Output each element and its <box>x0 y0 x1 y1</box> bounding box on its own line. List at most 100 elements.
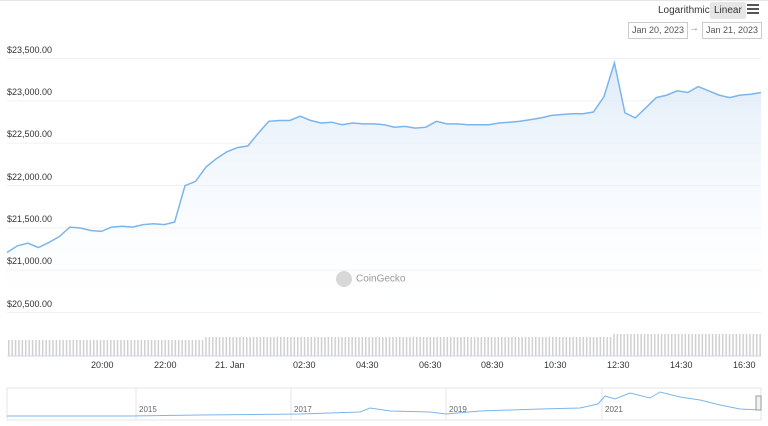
volume-bar <box>239 337 241 356</box>
volume-bar <box>72 340 75 356</box>
volume-bar <box>174 340 177 356</box>
date-from-input[interactable]: Jan 20, 2023 <box>628 22 689 39</box>
volume-bar <box>388 337 391 356</box>
volume-bar <box>133 340 136 356</box>
volume-bar <box>38 340 41 356</box>
x-tick-label: 20:00 <box>91 360 114 370</box>
volume-bar <box>110 340 112 356</box>
volume-bar <box>684 334 687 356</box>
volume-bar <box>450 337 452 356</box>
volume-bar <box>725 334 727 356</box>
price-area <box>7 62 761 325</box>
volume-bar <box>249 337 251 356</box>
volume-bar <box>691 334 693 356</box>
volume-bar <box>167 340 170 356</box>
volume-bar <box>337 337 340 356</box>
volume-bar <box>164 340 166 356</box>
menu-icon[interactable] <box>747 4 759 14</box>
volume-bar <box>290 337 292 356</box>
y-tick-label: $23,500.00 <box>7 44 53 55</box>
volume-bar <box>331 337 333 356</box>
volume-bar <box>582 337 585 356</box>
volume-bar <box>358 337 360 356</box>
volume-bar <box>674 334 676 356</box>
volume-bar <box>378 337 381 356</box>
volume-bar <box>310 337 313 356</box>
volume-bar <box>225 337 228 356</box>
volume-bar <box>161 340 163 356</box>
volume-bar <box>307 337 309 356</box>
volume-bar <box>728 334 731 356</box>
volume-bar <box>650 334 653 356</box>
top-border <box>0 0 768 1</box>
volume-bar <box>14 340 17 356</box>
volume-bar <box>657 334 659 356</box>
navigator-series <box>7 391 762 417</box>
logarithmic-scale-button[interactable]: Logarithmic <box>658 5 710 16</box>
volume-bar <box>453 337 455 356</box>
volume-bar <box>351 337 353 356</box>
volume-bar <box>742 334 744 356</box>
volume-bar <box>371 337 374 356</box>
volume-bar <box>541 337 544 356</box>
volume-bar <box>280 337 282 356</box>
volume-bar <box>55 340 58 356</box>
volume-bar <box>385 337 387 356</box>
volume-bar <box>8 340 10 356</box>
volume-bar <box>630 334 632 356</box>
volume-bar <box>154 340 156 356</box>
volume-bar <box>86 340 88 356</box>
volume-bar <box>93 340 95 356</box>
volume-bar <box>722 334 724 356</box>
volume-bar <box>82 340 85 356</box>
volume-bar <box>446 337 449 356</box>
volume-bar <box>456 337 459 356</box>
x-tick-label: 08:30 <box>481 360 504 370</box>
coingecko-watermark: CoinGecko <box>336 271 405 291</box>
navigator-handle[interactable] <box>755 395 762 411</box>
volume-bar <box>28 340 30 356</box>
volume-bar <box>759 334 761 356</box>
volume-bar <box>531 337 534 356</box>
volume-bar <box>640 334 642 356</box>
volume-bar <box>144 340 146 356</box>
volume-bar <box>708 334 710 356</box>
volume-bar <box>613 334 615 356</box>
volume-bar <box>664 334 666 356</box>
volume-bar <box>375 337 377 356</box>
volume-bar <box>215 337 217 356</box>
volume-bar <box>300 337 302 356</box>
volume-bar <box>548 337 551 356</box>
linear-scale-button[interactable]: Linear <box>710 2 746 19</box>
volume-bar <box>127 340 129 356</box>
volume-bar <box>732 334 734 356</box>
volume-bar <box>303 337 306 356</box>
date-to-input[interactable]: Jan 21, 2023 <box>702 22 763 39</box>
volume-bar <box>368 337 370 356</box>
volume-bar <box>599 337 602 356</box>
volume-bar <box>463 337 466 356</box>
volume-bar <box>511 337 513 356</box>
volume-bar <box>263 337 265 356</box>
volume-bar <box>59 340 61 356</box>
volume-bar <box>269 337 272 356</box>
volume-bar <box>752 334 755 356</box>
volume-bar <box>654 334 656 356</box>
volume-bar <box>48 340 51 356</box>
x-tick-label: 06:30 <box>419 360 442 370</box>
volume-bar <box>555 337 557 356</box>
x-tick-label: 16:30 <box>733 360 756 370</box>
volume-bar <box>382 337 384 356</box>
volume-bar <box>123 340 126 356</box>
volume-bar <box>524 337 527 356</box>
x-tick-label: 12:30 <box>607 360 630 370</box>
volume-bar <box>609 337 612 356</box>
volume-bar <box>212 337 214 356</box>
volume-bar <box>395 337 398 356</box>
volume-bar <box>718 334 721 356</box>
volume-bar <box>157 340 160 356</box>
y-tick-label: $21,000.00 <box>7 256 53 267</box>
volume-bar <box>273 337 275 356</box>
volume-bar <box>633 334 636 356</box>
